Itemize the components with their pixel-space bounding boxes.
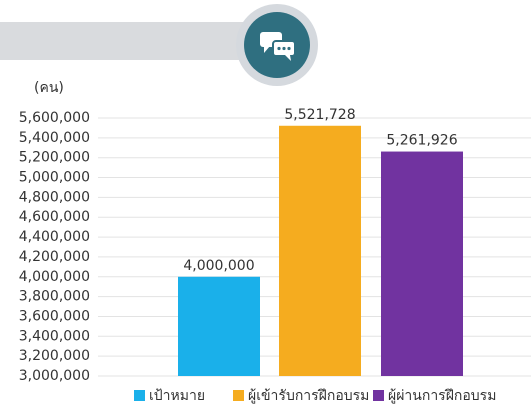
legend-swatch [134,390,145,401]
legend-swatch [233,390,244,401]
bar [381,151,463,376]
legend-label: ผู้ผ่านการฝึกอบรม [388,388,496,404]
y-tick-label: 4,800,000 [19,189,90,205]
y-tick-label: 3,800,000 [19,289,90,305]
data-label: 4,000,000 [183,258,254,274]
y-tick-label: 5,600,000 [19,110,90,126]
y-tick-label: 3,400,000 [19,328,90,344]
legend-swatch [373,390,384,401]
y-tick-label: 4,600,000 [19,209,90,225]
y-tick-label: 4,400,000 [19,229,90,245]
y-tick-label: 5,000,000 [19,170,90,186]
y-tick-label: 5,200,000 [19,150,90,166]
data-label: 5,521,728 [284,107,355,123]
y-tick-label: 4,200,000 [19,249,90,265]
legend-label: ผู้เข้ารับการฝึกอบรม [248,388,369,404]
y-axis-label: (คน) [34,80,64,96]
legend-label: เป้าหมาย [149,388,205,404]
y-tick-label: 3,200,000 [19,348,90,364]
data-label: 5,261,926 [386,133,457,149]
y-tick-label: 3,000,000 [19,368,90,384]
y-tick-label: 4,000,000 [19,269,90,285]
y-tick-label: 5,400,000 [19,130,90,146]
bar [279,125,361,376]
header-band [0,22,262,60]
bar [178,276,260,376]
chat-icon [260,32,296,61]
y-tick-label: 3,600,000 [19,308,90,324]
